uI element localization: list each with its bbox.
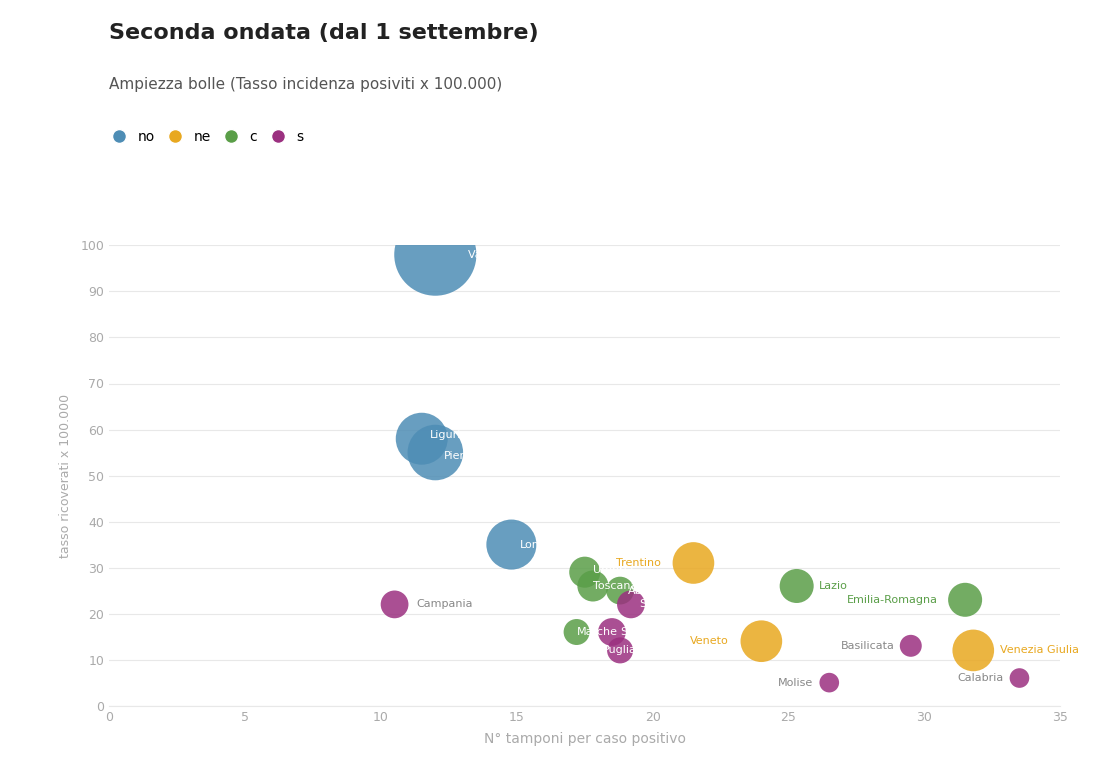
Legend: no, ne, c, s: no, ne, c, s [105, 130, 303, 143]
Point [964, 644, 982, 657]
Text: Calabria: Calabria [956, 673, 1003, 683]
Text: Sicilia: Sicilia [620, 627, 653, 637]
Point [821, 676, 838, 689]
Text: Umbria: Umbria [592, 565, 634, 575]
Text: Seconda ondata (dal 1 settembre): Seconda ondata (dal 1 settembre) [109, 23, 539, 43]
Text: Campania: Campania [416, 599, 473, 610]
Text: Basilicata: Basilicata [841, 640, 894, 651]
Point [753, 635, 771, 647]
Point [413, 433, 431, 445]
Point [788, 580, 806, 592]
Text: Lombardia: Lombardia [519, 539, 578, 550]
Text: Piemonte: Piemonte [444, 451, 496, 461]
Point [576, 566, 593, 578]
Text: Liguria: Liguria [430, 430, 468, 440]
Text: Molise: Molise [778, 677, 813, 688]
Point [684, 557, 702, 569]
Text: Sardegna: Sardegna [639, 599, 693, 610]
Point [503, 538, 520, 551]
Point [611, 584, 628, 597]
X-axis label: N° tamponi per caso positivo: N° tamponi per caso positivo [484, 732, 685, 746]
Text: Valle d'Aosta: Valle d'Aosta [468, 249, 540, 260]
Point [622, 598, 639, 611]
Y-axis label: tasso ricoverati x 100.000: tasso ricoverati x 100.000 [59, 393, 72, 558]
Point [426, 446, 444, 459]
Point [584, 580, 601, 592]
Text: Marche: Marche [577, 627, 618, 637]
Text: Abruzzo: Abruzzo [628, 585, 673, 596]
Text: Puglia: Puglia [603, 645, 637, 656]
Point [902, 640, 919, 652]
Text: Trentino: Trentino [616, 558, 661, 568]
Text: Toscana: Toscana [592, 581, 637, 591]
Point [386, 598, 403, 611]
Point [426, 249, 444, 261]
Text: Ampiezza bolle (Tasso incidenza posiviti x 100.000): Ampiezza bolle (Tasso incidenza posiviti… [109, 77, 503, 92]
Point [568, 626, 586, 638]
Point [1011, 672, 1029, 684]
Point [956, 594, 974, 606]
Text: Venezia Giulia: Venezia Giulia [1000, 645, 1080, 656]
Point [603, 626, 621, 638]
Text: Veneto: Veneto [690, 636, 729, 647]
Text: Emilia-Romagna: Emilia-Romagna [847, 594, 938, 605]
Point [611, 644, 628, 657]
Text: Lazio: Lazio [819, 581, 847, 591]
